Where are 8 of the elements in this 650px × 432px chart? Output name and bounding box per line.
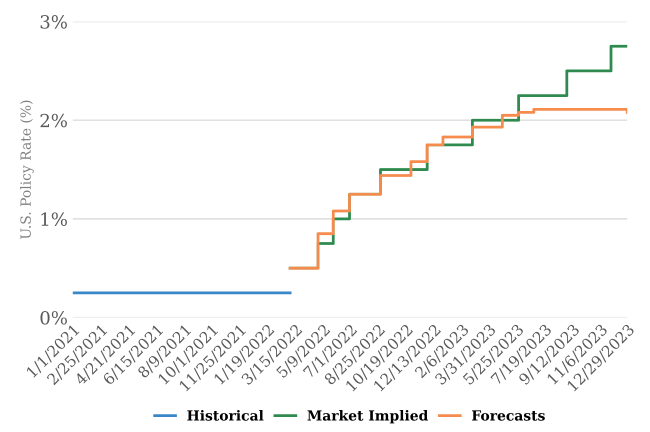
y-tick-label: 0%: [40, 310, 67, 325]
y-tick-label: 2%: [40, 114, 67, 128]
legend-label: Forecasts: [472, 410, 545, 421]
y-tick-label: 1%: [42, 212, 67, 226]
legend-label: Market Implied: [307, 410, 428, 424]
legend-label: Historical: [187, 410, 264, 421]
y-axis-title: U.S. Policy Rate (%): [20, 100, 34, 239]
y-tick-label: 3%: [40, 15, 67, 29]
